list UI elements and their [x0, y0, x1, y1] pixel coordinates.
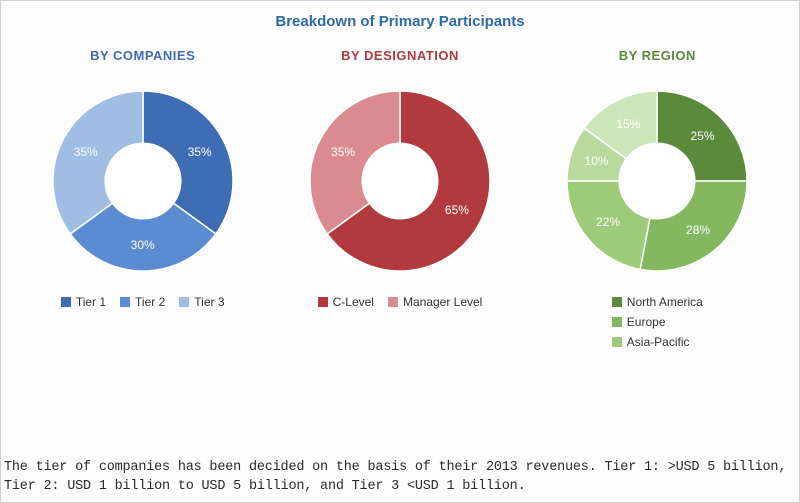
legend: North America Europe Asia-Pacific: [612, 295, 703, 349]
legend-item: Tier 3: [179, 295, 224, 309]
legend-swatch: [120, 297, 130, 307]
slice-label: 35%: [331, 145, 355, 159]
legend-swatch: [388, 297, 398, 307]
slice-label: 15%: [616, 117, 640, 131]
legend-label: Europe: [627, 315, 666, 329]
legend-label: North America: [627, 295, 703, 309]
legend-item: Manager Level: [388, 295, 482, 309]
slice-label: 65%: [445, 203, 469, 217]
slice-label: 10%: [585, 154, 609, 168]
legend-item: North America: [612, 295, 703, 309]
legend-item: Tier 2: [120, 295, 165, 309]
charts-row: BY COMPANIES35%30%35%Tier 1Tier 2Tier 3B…: [19, 48, 781, 349]
chart-title: BY REGION: [619, 48, 696, 63]
slice-label: 30%: [131, 238, 155, 252]
legend-item: Europe: [612, 315, 666, 329]
main-title: Breakdown of Primary Participants: [19, 13, 781, 30]
donut-designation: 65% 35%: [300, 81, 500, 281]
legend-label: C-Level: [333, 295, 374, 309]
legend-item: Tier 1: [61, 295, 106, 309]
legend-swatch: [179, 297, 189, 307]
chart-title: BY COMPANIES: [90, 48, 195, 63]
legend-item: Asia-Pacific: [612, 335, 690, 349]
legend-label: Tier 1: [76, 295, 106, 309]
donut-companies: 35% 30% 35%: [43, 81, 243, 281]
legend-label: Tier 2: [135, 295, 165, 309]
slice-label: 35%: [74, 145, 98, 159]
legend-item: C-Level: [318, 295, 374, 309]
slice-label: 35%: [188, 145, 212, 159]
legend-label: Manager Level: [403, 295, 482, 309]
chart-companies: BY COMPANIES 35% 30% 35% Tier 1 Tier 2 Tier 3: [19, 48, 266, 309]
figure-container: Breakdown of Primary Participants BY COM…: [0, 0, 800, 503]
legend-label: Asia-Pacific: [627, 335, 690, 349]
chart-title: BY DESIGNATION: [341, 48, 459, 63]
legend-swatch: [612, 297, 622, 307]
legend-swatch: [612, 317, 622, 327]
chart-designation: BY DESIGNATION 65% 35% C-Level Manager Level: [276, 48, 523, 309]
donut-region: 25% 28% 22% 10% 15%: [557, 81, 757, 281]
slice-label: 25%: [690, 129, 714, 143]
legend: Tier 1 Tier 2 Tier 3: [61, 295, 225, 309]
footnote-text: The tier of companies has been decided o…: [4, 458, 796, 497]
slice-label: 22%: [596, 215, 620, 229]
legend-swatch: [318, 297, 328, 307]
legend-label: Tier 3: [194, 295, 224, 309]
legend-swatch: [612, 337, 622, 347]
slice-label: 28%: [686, 223, 710, 237]
legend-swatch: [61, 297, 71, 307]
legend: C-Level Manager Level: [318, 295, 483, 309]
chart-region: BY REGION 25% 28% 22% 10% 15% North America Eur…: [534, 48, 781, 349]
